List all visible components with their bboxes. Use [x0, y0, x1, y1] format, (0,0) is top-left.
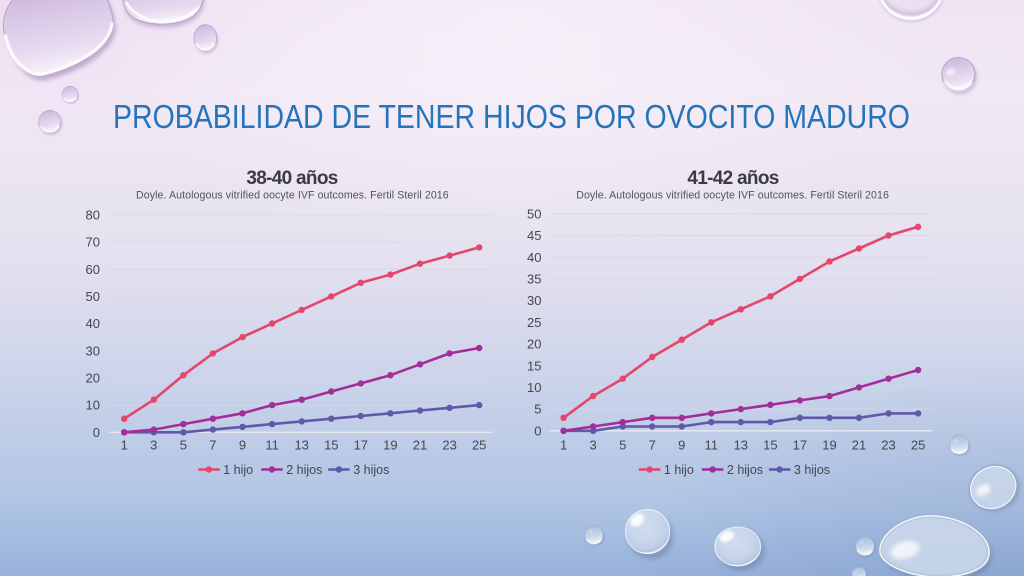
svg-text:23: 23 — [881, 438, 895, 453]
svg-text:38-40 años: 38-40 años — [246, 168, 337, 189]
svg-text:80: 80 — [86, 207, 100, 222]
svg-text:17: 17 — [354, 438, 368, 453]
svg-text:17: 17 — [793, 438, 807, 453]
svg-text:15: 15 — [527, 358, 541, 373]
svg-text:20: 20 — [86, 371, 100, 386]
svg-text:40: 40 — [86, 316, 100, 331]
svg-text:7: 7 — [209, 438, 216, 453]
svg-text:0: 0 — [93, 425, 100, 440]
svg-text:15: 15 — [324, 438, 338, 453]
svg-text:20: 20 — [527, 337, 541, 352]
svg-text:50: 50 — [527, 206, 541, 221]
svg-text:3: 3 — [589, 438, 596, 453]
svg-text:5: 5 — [180, 438, 187, 453]
svg-text:25: 25 — [527, 315, 541, 330]
svg-text:15: 15 — [763, 438, 777, 453]
svg-text:7: 7 — [649, 438, 656, 453]
svg-text:30: 30 — [86, 343, 100, 358]
svg-text:19: 19 — [822, 438, 836, 453]
svg-text:3 hijos: 3 hijos — [353, 463, 389, 477]
svg-text:40: 40 — [527, 250, 541, 265]
svg-text:13: 13 — [294, 438, 308, 453]
svg-text:3: 3 — [150, 438, 157, 453]
svg-text:11: 11 — [705, 438, 719, 453]
svg-text:10: 10 — [527, 380, 541, 395]
svg-text:9: 9 — [239, 438, 246, 453]
svg-text:25: 25 — [911, 438, 925, 453]
svg-text:5: 5 — [534, 402, 541, 417]
svg-text:1: 1 — [121, 438, 128, 453]
svg-text:21: 21 — [852, 438, 866, 453]
svg-text:19: 19 — [383, 438, 397, 453]
svg-text:35: 35 — [527, 272, 541, 287]
svg-text:50: 50 — [86, 289, 100, 304]
svg-text:3 hijos: 3 hijos — [794, 463, 830, 477]
svg-text:23: 23 — [442, 438, 456, 453]
svg-text:13: 13 — [734, 438, 748, 453]
svg-text:30: 30 — [527, 293, 541, 308]
svg-text:5: 5 — [619, 438, 626, 453]
svg-text:21: 21 — [413, 438, 427, 453]
svg-text:10: 10 — [86, 398, 100, 413]
svg-text:70: 70 — [86, 235, 100, 250]
svg-text:9: 9 — [678, 438, 685, 453]
svg-text:25: 25 — [472, 438, 486, 453]
svg-text:1 hijo: 1 hijo — [664, 463, 694, 477]
svg-text:Doyle. Autologous vitrified oo: Doyle. Autologous vitrified oocyte IVF o… — [576, 190, 889, 202]
svg-text:45: 45 — [527, 228, 541, 243]
svg-text:2 hijos: 2 hijos — [286, 463, 322, 477]
svg-text:2 hijos: 2 hijos — [727, 463, 763, 477]
svg-text:0: 0 — [534, 423, 541, 438]
svg-text:Doyle. Autologous vitrified oo: Doyle. Autologous vitrified oocyte IVF o… — [136, 190, 449, 202]
svg-text:1 hijo: 1 hijo — [223, 463, 253, 477]
svg-text:1: 1 — [560, 438, 567, 453]
svg-text:41-42 años: 41-42 años — [687, 168, 778, 189]
svg-text:11: 11 — [265, 438, 279, 453]
svg-text:60: 60 — [86, 262, 100, 277]
